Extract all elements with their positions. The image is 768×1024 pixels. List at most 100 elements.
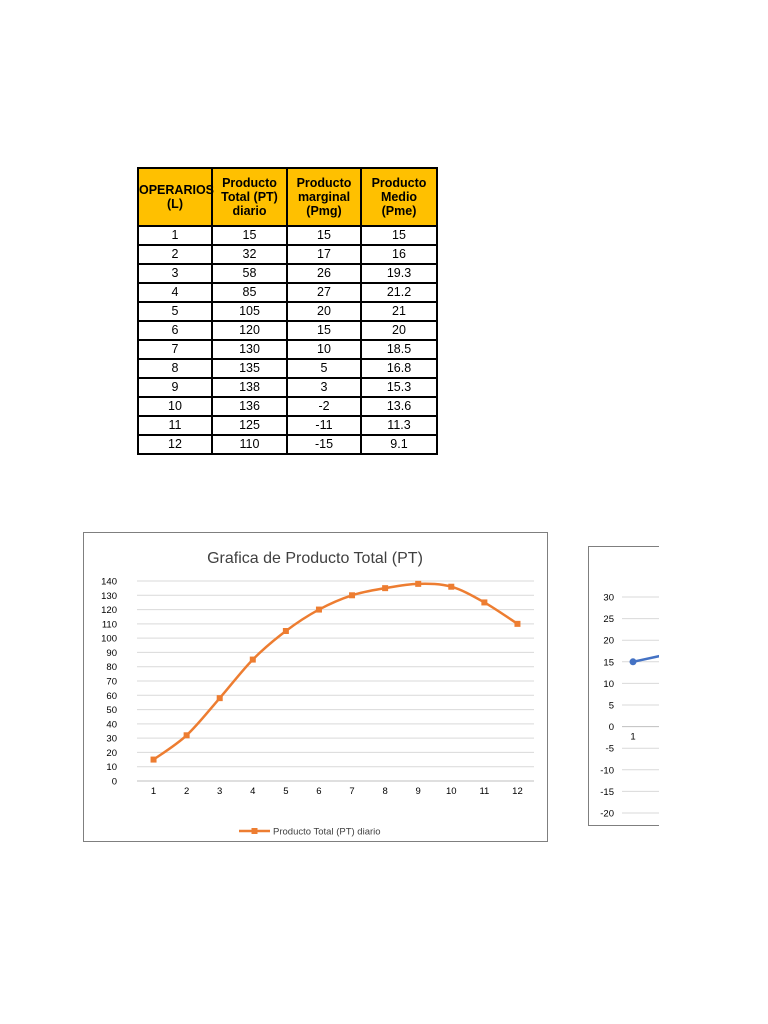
marginal-product-chart-clip: 30 25 20 15 10 5 0 -5 -10 -15 -20 1 bbox=[588, 546, 659, 826]
table-cell: 15 bbox=[211, 225, 288, 246]
table-cell: 12 bbox=[137, 434, 213, 455]
legend-marker bbox=[251, 828, 258, 834]
y-tick-label: 120 bbox=[101, 605, 117, 616]
table-row: 8 135 5 16.8 bbox=[137, 358, 438, 379]
table-cell: -11 bbox=[286, 415, 362, 436]
y-tick-label: -20 bbox=[600, 809, 614, 820]
table-cell: 125 bbox=[211, 415, 288, 436]
x-tick-label: 3 bbox=[217, 786, 222, 797]
header-line: Total (PT) bbox=[221, 190, 278, 204]
table-cell: 3 bbox=[286, 377, 362, 398]
data-point bbox=[282, 628, 289, 634]
header-line: Producto bbox=[222, 176, 277, 190]
table-cell: 21 bbox=[360, 301, 438, 322]
table-cell: 10 bbox=[137, 396, 213, 417]
table-cell: 18.5 bbox=[360, 339, 438, 360]
x-tick-label: 12 bbox=[512, 786, 523, 797]
x-tick-label: 10 bbox=[446, 786, 457, 797]
table-cell: -2 bbox=[286, 396, 362, 417]
data-point bbox=[629, 658, 637, 666]
x-tick-label: 6 bbox=[316, 786, 321, 797]
y-tick-label: 15 bbox=[603, 657, 614, 668]
header-line: diario bbox=[232, 204, 267, 218]
y-tick-label: -5 bbox=[606, 744, 614, 755]
table-cell: 15 bbox=[286, 320, 362, 341]
table-cell: 26 bbox=[286, 263, 362, 284]
x-tick-label: 1 bbox=[630, 732, 635, 743]
table-cell: 10 bbox=[286, 339, 362, 360]
header-line: Producto bbox=[371, 176, 427, 190]
x-tick-label: 4 bbox=[250, 786, 255, 797]
table-cell: 9 bbox=[137, 377, 213, 398]
y-tick-label: 50 bbox=[106, 705, 117, 716]
table-cell: 21.2 bbox=[360, 282, 438, 303]
table-cell: 58 bbox=[211, 263, 288, 284]
y-tick-label: 10 bbox=[106, 762, 117, 773]
y-tick-label: 10 bbox=[603, 679, 614, 690]
table-cell: 136 bbox=[211, 396, 288, 417]
table-header-row: OPERARIOS (L) Producto Total (PT) diario Prod… bbox=[137, 167, 438, 227]
table-row: 9 138 3 15.3 bbox=[137, 377, 438, 398]
table-cell: 11 bbox=[137, 415, 213, 436]
table-cell: 120 bbox=[211, 320, 288, 341]
y-tick-label: 30 bbox=[603, 593, 614, 604]
x-tick-label: 2 bbox=[184, 786, 189, 797]
table-cell: 130 bbox=[211, 339, 288, 360]
header-operarios: OPERARIOS (L) bbox=[137, 167, 215, 227]
data-point bbox=[183, 732, 190, 739]
table-body: 1 15 15 15 2 32 17 16 3 58 26 19.3 4 85 27 21.2 5 105 20 21… bbox=[137, 225, 438, 455]
y-tick-label: 140 bbox=[101, 577, 117, 588]
y-tick-label: 130 bbox=[101, 591, 117, 602]
y-tick-label: 70 bbox=[106, 677, 117, 688]
table-cell: 2 bbox=[137, 244, 213, 265]
table-cell: 16 bbox=[360, 244, 438, 265]
x-tick-label: 11 bbox=[479, 786, 489, 797]
x-tick-label: 7 bbox=[349, 786, 354, 797]
header-line: (Pmg) bbox=[306, 204, 342, 218]
table-cell: 27 bbox=[286, 282, 362, 303]
table-cell: 5 bbox=[286, 358, 362, 379]
table-row: 3 58 26 19.3 bbox=[137, 263, 438, 284]
y-tick-label: 100 bbox=[101, 634, 117, 645]
y-tick-label: -10 bbox=[600, 765, 614, 776]
y-tick-label: 60 bbox=[106, 691, 117, 702]
y-tick-label: 20 bbox=[106, 748, 117, 759]
table-cell: 138 bbox=[211, 377, 288, 398]
table-cell: 20 bbox=[360, 320, 438, 341]
header-producto-total: Producto Total (PT) diario bbox=[211, 167, 288, 227]
header-producto-marginal: Producto marginal (Pmg) bbox=[286, 167, 362, 227]
data-point bbox=[315, 606, 322, 613]
table-cell: 7 bbox=[137, 339, 213, 360]
y-tick-label: 110 bbox=[102, 619, 117, 630]
series-line bbox=[152, 582, 519, 761]
table-cell: 19.3 bbox=[360, 263, 438, 284]
table-cell: 105 bbox=[211, 301, 288, 322]
header-line: (L) bbox=[167, 197, 183, 211]
marginal-product-chart-svg: 30 25 20 15 10 5 0 -5 -10 -15 -20 1 bbox=[600, 593, 659, 820]
data-point bbox=[481, 599, 488, 606]
data-point bbox=[249, 656, 256, 663]
table-cell: 32 bbox=[211, 244, 288, 265]
y-tick-label: 5 bbox=[609, 701, 614, 712]
marginal-product-chart: 30 25 20 15 10 5 0 -5 -10 -15 -20 1 bbox=[588, 546, 659, 826]
table-cell: 15 bbox=[286, 225, 362, 246]
header-producto-medio: Producto Medio (Pme) bbox=[360, 167, 438, 227]
table-cell: 6 bbox=[137, 320, 213, 341]
header-line: (Pme) bbox=[381, 204, 417, 218]
data-point bbox=[514, 620, 521, 627]
header-line: OPERARIOS bbox=[139, 183, 215, 197]
table-row: 12 110 -15 9.1 bbox=[137, 434, 438, 455]
data-point bbox=[216, 695, 223, 702]
table-cell: 3 bbox=[137, 263, 213, 284]
table-cell: 110 bbox=[211, 434, 288, 455]
y-tick-label: 0 bbox=[112, 777, 117, 788]
table-cell: 15 bbox=[360, 225, 438, 246]
header-line: Producto bbox=[296, 176, 352, 190]
table-row: 7 130 10 18.5 bbox=[137, 339, 438, 360]
total-product-chart: Grafica de Producto Total (PT) 0 10 20 30 40 5… bbox=[83, 532, 548, 842]
y-tick-label: 30 bbox=[106, 734, 117, 745]
y-tick-label: 40 bbox=[106, 719, 117, 730]
table-row: 10 136 -2 13.6 bbox=[137, 396, 438, 417]
y-tick-label: 20 bbox=[603, 636, 614, 647]
table-row: 1 15 15 15 bbox=[137, 225, 438, 246]
